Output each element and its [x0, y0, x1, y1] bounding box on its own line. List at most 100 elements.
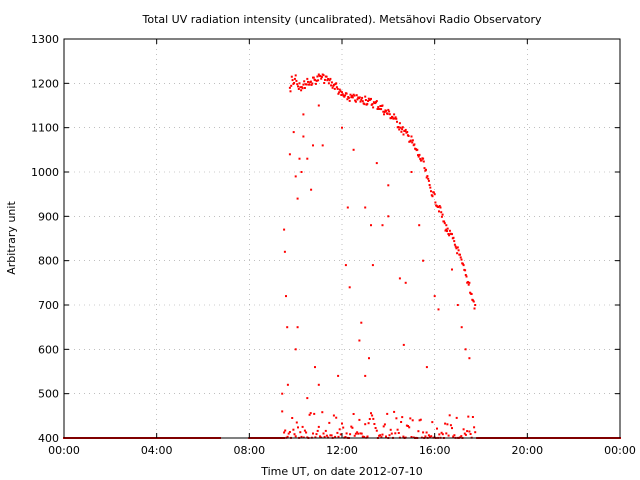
low-band-point: [453, 434, 456, 437]
low-band-point: [385, 435, 387, 438]
envelope-point: [448, 229, 451, 232]
grid: [64, 38, 620, 439]
low-band-point: [444, 422, 447, 425]
envelope-point: [302, 83, 305, 86]
low-band-point: [324, 429, 327, 432]
envelope-point: [333, 83, 335, 86]
x-tick-label: 08:00: [233, 444, 265, 457]
envelope-point: [367, 100, 370, 102]
envelope-point: [334, 83, 337, 86]
envelope-point: [430, 190, 432, 193]
x-axis-ticks: 00:00 04:00 08:00 12:00 16:00 20:00 00:00: [48, 39, 636, 457]
low-band-point: [292, 428, 295, 431]
envelope-point: [397, 126, 400, 128]
envelope-point: [358, 96, 361, 99]
low-band-point: [312, 432, 314, 435]
scatter-point: [312, 144, 314, 147]
low-band-point: [325, 434, 328, 437]
low-band-point: [332, 414, 335, 417]
low-band-point: [436, 427, 438, 430]
scatter-point: [321, 144, 324, 147]
envelope-point: [314, 82, 317, 85]
envelope-point: [322, 74, 325, 77]
envelope-point: [467, 281, 469, 284]
envelope-point: [363, 103, 366, 106]
low-band-point: [419, 418, 422, 421]
envelope-point: [437, 206, 440, 208]
scatter-point: [285, 295, 287, 298]
low-band-point: [464, 433, 467, 436]
scatter-point: [300, 171, 303, 173]
envelope-point: [314, 79, 317, 82]
low-band-point: [395, 417, 398, 420]
low-band-point: [341, 422, 343, 425]
low-band-point: [446, 423, 449, 426]
low-band-point: [374, 427, 377, 429]
envelope-point: [301, 87, 304, 90]
envelope-point: [327, 82, 330, 85]
low-band-point: [409, 417, 412, 420]
low-band-point: [313, 412, 316, 415]
scatter-point: [437, 308, 440, 311]
low-band-point: [361, 435, 364, 438]
envelope-point: [462, 264, 465, 267]
low-band-point: [360, 432, 363, 435]
low-band-point: [440, 431, 443, 434]
low-band-point: [288, 431, 291, 433]
low-band-point: [300, 435, 303, 438]
scatter-point: [281, 392, 284, 395]
low-band-point: [371, 414, 374, 417]
envelope-point: [337, 92, 340, 95]
scatter-point: [286, 326, 289, 329]
envelope-point: [425, 176, 428, 179]
low-band-point: [401, 416, 404, 419]
envelope-point: [422, 160, 425, 163]
low-band-point: [284, 429, 287, 432]
low-band-point: [357, 432, 360, 435]
scatter-point: [310, 188, 313, 191]
scatter-point: [281, 410, 284, 413]
envelope-point: [376, 108, 379, 110]
low-band-point: [295, 421, 298, 424]
low-band-point: [410, 436, 413, 438]
low-band-point: [338, 428, 341, 431]
envelope-point: [343, 95, 346, 98]
y-tick-label: 700: [38, 299, 59, 312]
y-axis-label: Arbitrary unit: [5, 201, 18, 275]
scatter-point: [410, 171, 413, 173]
low-band-point: [293, 433, 296, 436]
envelope-point: [439, 206, 442, 209]
scatter-point: [306, 397, 309, 400]
low-band-point: [330, 434, 333, 437]
envelope-point: [417, 154, 419, 157]
low-band-point: [314, 436, 317, 439]
envelope-point: [426, 175, 429, 178]
envelope-point: [459, 256, 462, 259]
low-band-point: [373, 423, 376, 425]
envelope-point: [346, 98, 349, 101]
y-tick-label: 900: [38, 210, 59, 223]
envelope-point: [464, 269, 467, 272]
low-band-point: [306, 436, 309, 439]
low-band-point: [466, 430, 469, 433]
envelope-point: [369, 98, 372, 101]
low-band-point: [459, 436, 462, 439]
envelope-point: [411, 141, 414, 144]
plot-frame: [63, 38, 621, 439]
envelope-point: [443, 220, 446, 223]
low-band-point: [397, 432, 400, 434]
envelope-point: [340, 94, 343, 96]
envelope-point: [315, 79, 318, 82]
envelope-point: [324, 75, 327, 78]
x-tick-label: 00:00: [604, 444, 636, 457]
envelope-point: [420, 159, 423, 162]
low-band-point: [379, 434, 382, 437]
envelope-point: [418, 153, 421, 156]
scatter-point: [371, 264, 374, 267]
low-band-point: [473, 426, 476, 429]
envelope-point: [452, 236, 455, 239]
envelope-point: [341, 93, 344, 96]
envelope-point: [411, 139, 414, 142]
envelope-point: [312, 76, 315, 79]
low-band-point: [329, 434, 332, 437]
